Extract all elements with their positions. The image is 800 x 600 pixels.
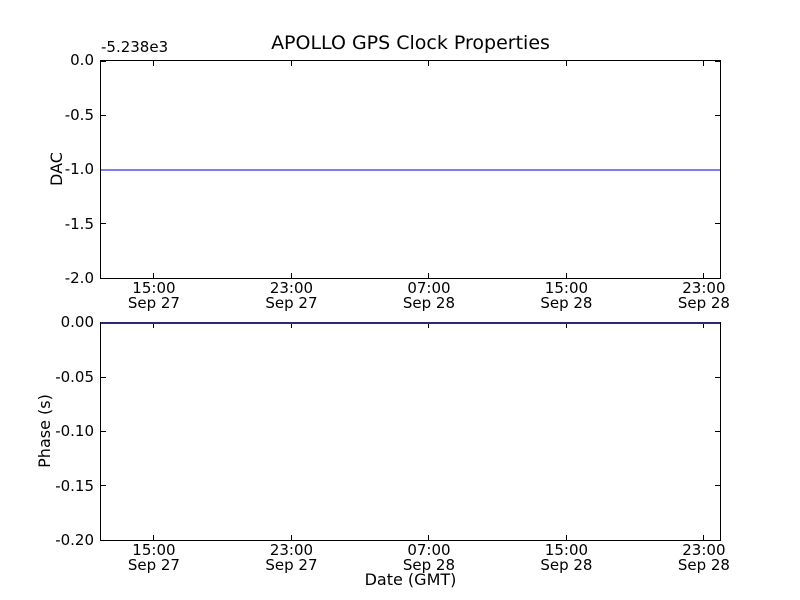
y-tick-label: -0.15 <box>55 476 94 495</box>
y-tick-mark <box>715 60 720 62</box>
y-tick-mark <box>101 485 106 487</box>
axes-phase-panel <box>100 322 721 541</box>
x-tick-label: Sep 27 <box>127 556 180 574</box>
x-tick-label: 23:00 <box>682 541 726 559</box>
x-tick-mark <box>290 535 292 540</box>
x-tick-mark <box>428 273 430 278</box>
x-tick-mark <box>703 323 705 328</box>
y-tick-mark <box>101 277 106 279</box>
y-tick-mark <box>101 376 106 378</box>
y-tick-label: -0.5 <box>64 105 94 124</box>
x-tick-mark <box>153 61 155 66</box>
x-tick-label: Sep 28 <box>402 294 455 312</box>
x-tick-mark <box>703 61 705 66</box>
y-tick-mark <box>715 376 720 378</box>
x-tick-label: Sep 27 <box>265 294 318 312</box>
x-tick-label: 07:00 <box>407 541 451 559</box>
axes-dac-panel <box>100 60 721 279</box>
x-tick-mark <box>703 273 705 278</box>
x-tick-mark <box>290 273 292 278</box>
x-tick-label: Sep 27 <box>127 294 180 312</box>
y-tick-label: -1.0 <box>64 160 94 178</box>
x-tick-label: 15:00 <box>132 279 176 297</box>
y-tick-mark <box>715 114 720 116</box>
y-tick-label: -0.05 <box>55 367 94 386</box>
x-tick-mark <box>290 61 292 66</box>
y-tick-mark <box>101 539 106 541</box>
x-tick-label: Sep 27 <box>265 556 318 574</box>
x-tick-label: Sep 28 <box>540 556 593 574</box>
y-tick-mark <box>101 223 106 225</box>
y-tick-label: -1.5 <box>64 214 94 233</box>
x-tick-mark <box>153 273 155 278</box>
y-tick-mark <box>101 60 106 62</box>
x-tick-mark <box>290 323 292 328</box>
x-tick-mark <box>428 535 430 540</box>
x-tick-label: 23:00 <box>682 279 726 297</box>
x-tick-mark <box>428 323 430 328</box>
y-tick-label: -0.10 <box>55 422 94 440</box>
phase-series-line <box>101 322 720 324</box>
y-tick-mark <box>715 485 720 487</box>
y-tick-mark <box>715 223 720 225</box>
x-tick-label: Sep 28 <box>677 294 730 312</box>
y-tick-label: 0.0 <box>70 51 94 69</box>
x-tick-mark <box>565 323 567 328</box>
dac-series-line <box>101 168 720 171</box>
y-tick-mark <box>715 277 720 279</box>
x-tick-mark <box>153 323 155 328</box>
x-tick-label: 23:00 <box>269 541 314 559</box>
y-tick-mark <box>715 431 720 432</box>
x-tick-label: 15:00 <box>544 279 589 297</box>
x-tick-label: 07:00 <box>407 279 451 297</box>
x-tick-mark <box>153 535 155 540</box>
y-tick-label: -2.0 <box>64 269 94 287</box>
chart-title: APOLLO GPS Clock Properties <box>271 32 550 54</box>
x-tick-mark <box>703 535 705 540</box>
y-axis-offset-text: -5.238e3 <box>101 38 169 56</box>
y-tick-mark <box>101 431 106 432</box>
x-tick-label: Sep 28 <box>402 556 455 574</box>
x-tick-mark <box>428 61 430 66</box>
x-tick-mark <box>565 273 567 278</box>
x-tick-label: 15:00 <box>544 541 589 559</box>
y-tick-mark <box>715 539 720 541</box>
x-tick-label: 15:00 <box>132 541 176 559</box>
x-tick-mark <box>565 535 567 540</box>
x-tick-label: 23:00 <box>269 279 314 297</box>
x-tick-label: Sep 28 <box>540 294 593 312</box>
x-axis-label: Date (GMT) <box>364 570 457 589</box>
x-tick-label: Sep 28 <box>677 556 730 574</box>
y-tick-mark <box>101 114 106 116</box>
y-tick-label: -0.20 <box>55 531 94 549</box>
y-tick-label: 0.00 <box>60 313 94 331</box>
x-tick-mark <box>565 61 567 66</box>
